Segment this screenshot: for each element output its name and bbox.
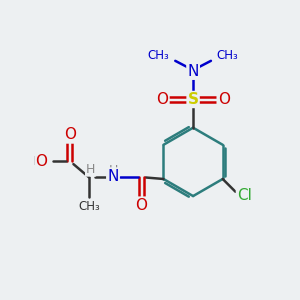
Text: O: O [157,92,169,107]
Text: CH₃: CH₃ [148,49,169,62]
Text: CH₃: CH₃ [78,200,100,213]
Text: O: O [64,128,76,142]
Text: Cl: Cl [237,188,252,203]
Text: S: S [188,92,199,107]
Text: H: H [33,154,42,168]
Text: H: H [86,163,95,176]
Text: O: O [36,154,48,169]
Text: CH₃: CH₃ [217,49,239,62]
Text: O: O [135,198,147,213]
Text: N: N [107,169,119,184]
Text: O: O [218,92,230,107]
Text: H: H [108,164,118,177]
Text: N: N [188,64,199,79]
